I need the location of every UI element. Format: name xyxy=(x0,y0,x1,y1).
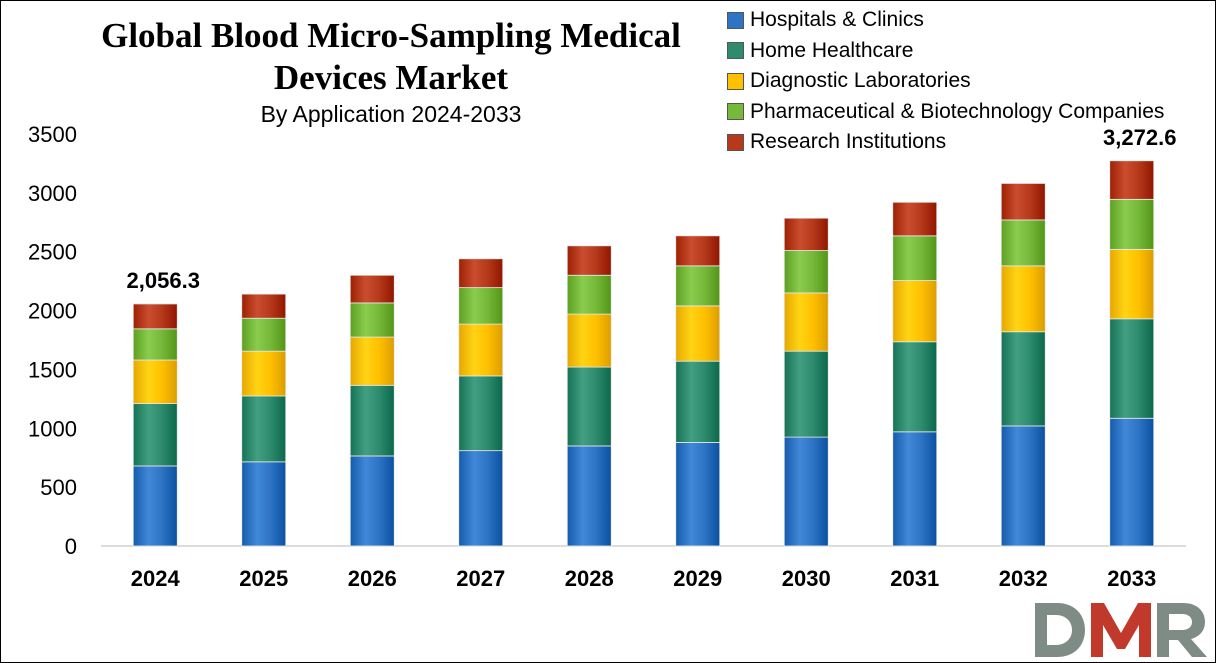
legend-swatch xyxy=(727,103,744,121)
bar-segment xyxy=(349,384,395,457)
bar-segment xyxy=(1109,318,1155,419)
bar-segment xyxy=(783,436,829,547)
bar-segment xyxy=(892,235,938,281)
bar-segment xyxy=(132,359,178,404)
dmr-logo xyxy=(1035,603,1207,657)
bar-segment xyxy=(349,455,395,547)
bar-segment xyxy=(458,450,504,547)
chart-title: Global Blood Micro-Sampling Medical Devi… xyxy=(101,16,681,97)
bar-segment xyxy=(566,366,612,447)
y-tick-label: 2000 xyxy=(28,299,77,324)
bar-segment xyxy=(675,235,721,267)
bar-segment xyxy=(349,302,395,338)
y-tick-label: 0 xyxy=(65,534,77,559)
x-tick-label: 2030 xyxy=(782,566,831,591)
x-tick-label: 2031 xyxy=(890,566,939,591)
x-tick-label: 2024 xyxy=(131,566,181,591)
y-tick-label: 3000 xyxy=(28,181,77,206)
y-tick-label: 2500 xyxy=(28,240,77,265)
bar-segment xyxy=(241,293,287,319)
y-tick-label: 500 xyxy=(40,475,77,500)
legend-item: Pharmaceutical & Biotechnology Companies xyxy=(727,97,1164,128)
x-tick-label: 2033 xyxy=(1107,566,1156,591)
bar-segment xyxy=(675,360,721,443)
bar-segment xyxy=(132,328,178,361)
bar-segment xyxy=(1109,417,1155,547)
bar-segment xyxy=(349,336,395,386)
bar-segment xyxy=(132,465,178,547)
bar-segment xyxy=(132,403,178,467)
bar-segment xyxy=(566,445,612,547)
bar-segment xyxy=(675,305,721,362)
x-tick-label: 2028 xyxy=(565,566,614,591)
bar-segment xyxy=(241,395,287,463)
bar-segment xyxy=(783,217,829,251)
bar-segment xyxy=(783,350,829,438)
data-label: 3,272.6 xyxy=(1103,125,1176,150)
x-tick-label: 2032 xyxy=(999,566,1048,591)
y-tick-label: 1500 xyxy=(28,357,77,382)
bar-segment xyxy=(783,292,829,352)
y-tick-label: 3500 xyxy=(28,122,77,147)
legend-label: Research Institutions xyxy=(750,130,947,154)
bar-segment xyxy=(892,280,938,343)
legend-swatch xyxy=(727,42,744,60)
legend-item: Hospitals & Clinics xyxy=(727,5,1164,36)
bar-segment xyxy=(566,245,612,276)
bar-segment xyxy=(675,265,721,307)
bar-segment xyxy=(458,287,504,325)
bar-segment xyxy=(1000,183,1046,221)
bar-segment xyxy=(566,313,612,368)
bar-segment xyxy=(566,274,612,315)
bar-segment xyxy=(892,201,938,237)
legend-label: Home Healthcare xyxy=(750,38,914,62)
bar-segment xyxy=(241,461,287,547)
bar-segment xyxy=(1000,265,1046,333)
data-label: 2,056.3 xyxy=(127,268,200,293)
legend-item: Home Healthcare xyxy=(727,36,1164,67)
bar-segment xyxy=(458,323,504,377)
bar-segment xyxy=(1109,248,1155,320)
legend-swatch xyxy=(727,72,744,90)
x-tick-label: 2026 xyxy=(348,566,397,591)
bar-segment xyxy=(458,258,504,289)
chart-legend: Hospitals & Clinics Home Healthcare Diagno… xyxy=(727,5,1164,158)
bar-segment xyxy=(675,442,721,547)
bar-segment xyxy=(783,250,829,294)
bar-segment xyxy=(1000,219,1046,267)
bar-segment xyxy=(1000,331,1046,427)
legend-item: Diagnostic Laboratories xyxy=(727,66,1164,97)
x-tick-label: 2029 xyxy=(673,566,722,591)
bar-segment xyxy=(349,274,395,304)
bar-segment xyxy=(458,375,504,452)
legend-swatch xyxy=(727,133,744,151)
legend-label: Diagnostic Laboratories xyxy=(750,69,971,93)
bar-segment xyxy=(892,431,938,547)
legend-label: Hospitals & Clinics xyxy=(750,8,924,32)
chart-subtitle: By Application 2024-2033 xyxy=(260,101,522,127)
legend-label: Pharmaceutical & Biotechnology Companies xyxy=(750,99,1165,123)
bar-segment xyxy=(1109,198,1155,250)
bar-segment xyxy=(892,341,938,433)
bar-segment xyxy=(1109,160,1155,200)
bar-segment xyxy=(132,303,178,330)
x-tick-label: 2027 xyxy=(456,566,505,591)
legend-item: Research Institutions xyxy=(727,127,1164,158)
legend-swatch xyxy=(727,11,744,29)
bar-segment xyxy=(241,317,287,352)
y-tick-label: 1000 xyxy=(28,416,77,441)
bar-segment xyxy=(1000,425,1046,547)
bar-segment xyxy=(241,350,287,397)
x-tick-label: 2025 xyxy=(239,566,288,591)
